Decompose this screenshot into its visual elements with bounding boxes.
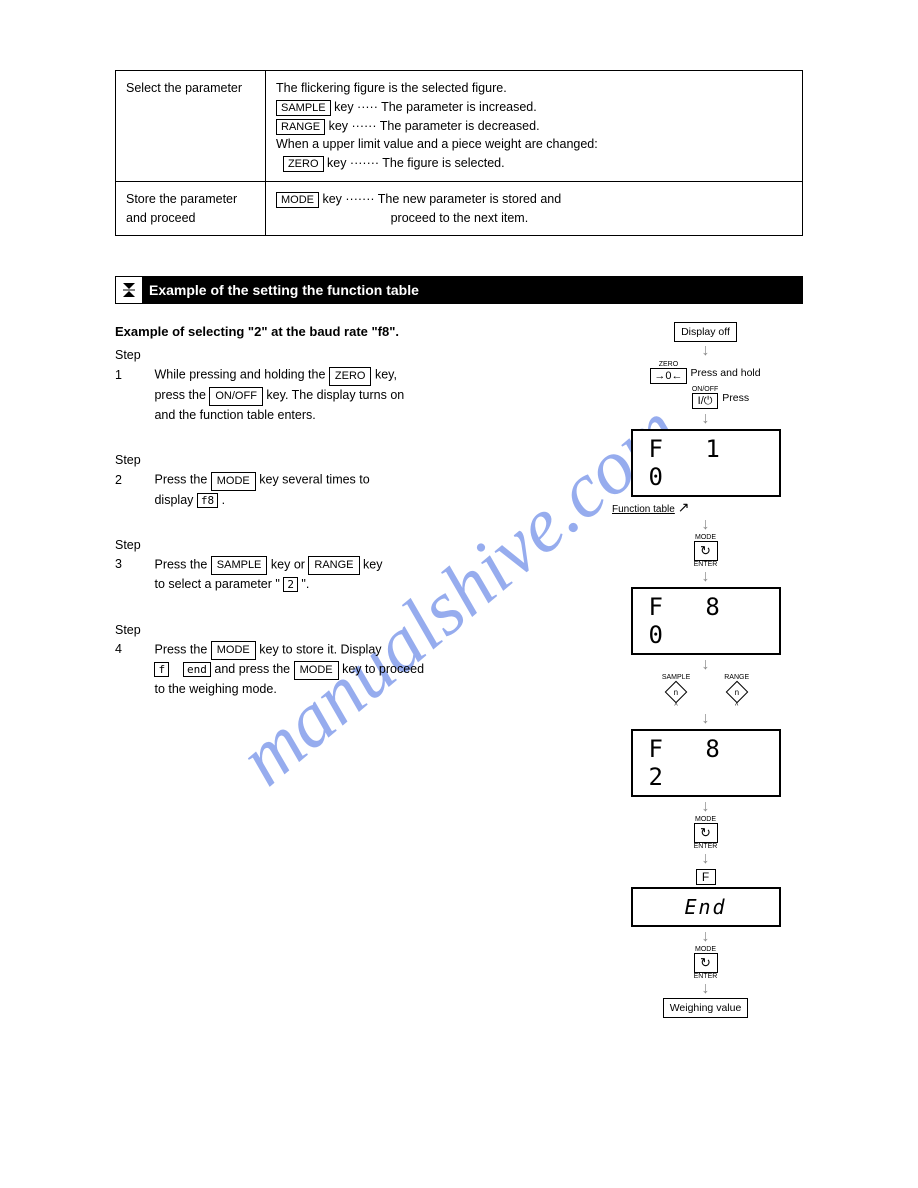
- mode-cycle-icon: ↻: [694, 541, 718, 561]
- f-key-box: F: [696, 869, 716, 885]
- onoff-key-icon: I/⏻: [692, 393, 718, 409]
- step-1: Step 1 While pressing and holding the ZE…: [115, 346, 594, 425]
- arrow-icon: ↓: [608, 411, 803, 427]
- arrow-icon: ↓: [608, 517, 803, 533]
- f-code: f: [154, 662, 169, 677]
- section-icon: [115, 276, 143, 304]
- f8-code: f8: [197, 493, 218, 508]
- step-2: Step 2 Press the MODE key several times …: [115, 451, 594, 510]
- arrow-icon: ↓: [608, 851, 803, 867]
- cell-right: The flickering figure is the selected fi…: [266, 71, 803, 182]
- zero-key-label: ZERO: [283, 156, 324, 172]
- weighing-value-box: Weighing value: [663, 998, 749, 1018]
- lcd-f82: F 8 2: [631, 729, 781, 797]
- step-3: Step 3 Press the SAMPLE key or RANGE key…: [115, 536, 594, 595]
- lcd-f10: F 1 0: [631, 429, 781, 497]
- content-row: Example of selecting "2" at the baud rat…: [115, 322, 803, 1018]
- arrow-icon: ↓: [608, 799, 803, 815]
- arrow-icon: ↓: [608, 569, 803, 585]
- step-4: Step 4 Press the MODE key to store it. D…: [115, 621, 594, 700]
- table-row: Select the parameter The flickering figu…: [116, 71, 803, 182]
- display-off-box: Display off: [674, 322, 737, 342]
- mode-cycle-icon: ↻: [694, 953, 718, 973]
- range-diamond-icon: n: [725, 681, 748, 704]
- mode-cycle-icon: ↻: [694, 823, 718, 843]
- arrow-icon: ↓: [608, 657, 803, 673]
- arrow-icon: ↓: [608, 929, 803, 945]
- zero-key-icon: →0←: [650, 368, 686, 384]
- lcd-end: End: [631, 887, 781, 927]
- steps-column: Example of selecting "2" at the baud rat…: [115, 322, 594, 1018]
- mode-button: MODE: [294, 661, 339, 680]
- page-content: Select the parameter The flickering figu…: [0, 0, 918, 1018]
- mode-key-label: MODE: [276, 192, 319, 208]
- mode-button: MODE: [211, 641, 256, 660]
- onoff-button: ON/OFF: [209, 387, 263, 406]
- sample-button: SAMPLE: [211, 556, 268, 575]
- arrow-icon: ↓: [608, 343, 803, 359]
- sample-diamond-icon: n: [665, 681, 688, 704]
- section-header: Example of the setting the function tabl…: [115, 276, 803, 304]
- lcd-f80: F 8 0: [631, 587, 781, 655]
- steps-title: Example of selecting "2" at the baud rat…: [115, 322, 594, 342]
- mode-button: MODE: [211, 472, 256, 491]
- sample-key-label: SAMPLE: [276, 100, 331, 116]
- range-button: RANGE: [308, 556, 359, 575]
- range-key-label: RANGE: [276, 119, 325, 135]
- zero-button: ZERO: [329, 367, 372, 386]
- press-hold-label: Press and hold: [691, 367, 761, 379]
- arrow-icon: ↓: [608, 711, 803, 727]
- cell-left: Store the parameter and proceed: [116, 181, 266, 236]
- cell-right: MODE key ······· The new parameter is st…: [266, 181, 803, 236]
- section-title: Example of the setting the function tabl…: [149, 282, 419, 298]
- table-row: Store the parameter and proceed MODE key…: [116, 181, 803, 236]
- arrow-icon: ↓: [608, 981, 803, 997]
- function-table-label: Function table: [612, 504, 675, 515]
- end-code: end: [183, 662, 211, 677]
- cell-left: Select the parameter: [116, 71, 266, 182]
- function-table: Select the parameter The flickering figu…: [115, 70, 803, 236]
- press-label: Press: [722, 392, 749, 404]
- flow-diagram: Display off ↓ ZERO →0← Press and hold ON…: [608, 322, 803, 1018]
- param-2-code: 2: [283, 577, 298, 592]
